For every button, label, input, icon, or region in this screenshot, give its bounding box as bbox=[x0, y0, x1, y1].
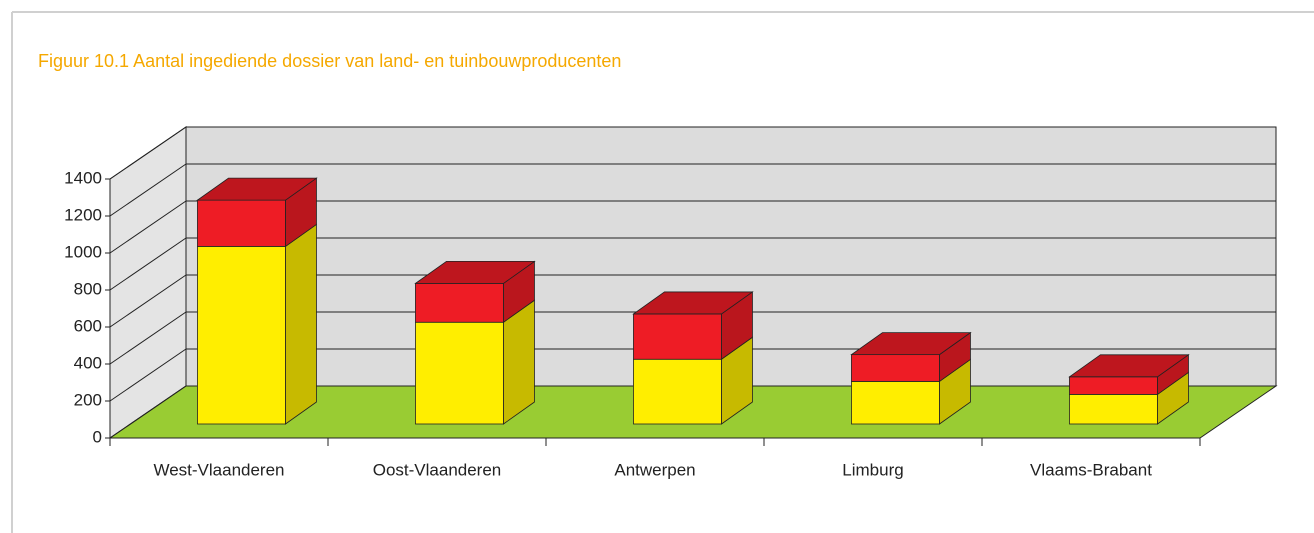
y-tick-label: 600 bbox=[74, 316, 102, 335]
bar-segment bbox=[1069, 376, 1158, 395]
bar-segment bbox=[633, 313, 722, 360]
bar-segment bbox=[197, 245, 286, 425]
bar-segment bbox=[415, 282, 504, 323]
grid-line bbox=[109, 163, 187, 217]
bar-segment bbox=[415, 321, 504, 425]
y-tick-label: 0 bbox=[93, 427, 102, 446]
bar-top bbox=[632, 291, 754, 315]
y-tick-label: 1200 bbox=[64, 205, 102, 224]
bar-top bbox=[414, 260, 536, 284]
bar-segment bbox=[197, 199, 286, 247]
chart-title: Figuur 10.1 Aantal ingediende dossier va… bbox=[38, 51, 621, 71]
y-tick-label: 1400 bbox=[64, 168, 102, 187]
x-tick-label: West-Vlaanderen bbox=[153, 460, 284, 479]
y-tick-label: 200 bbox=[74, 390, 102, 409]
grid-line bbox=[109, 311, 187, 365]
grid-line bbox=[109, 385, 187, 439]
x-tick-label: Oost-Vlaanderen bbox=[373, 460, 502, 479]
bar-top bbox=[196, 177, 318, 201]
y-tick-label: 1000 bbox=[64, 242, 102, 261]
x-tick-label: Vlaams-Brabant bbox=[1030, 460, 1152, 479]
x-tick-label: Antwerpen bbox=[614, 460, 695, 479]
x-tick-label: Limburg bbox=[842, 460, 903, 479]
grid-line bbox=[109, 274, 187, 328]
bar-segment bbox=[1069, 393, 1158, 425]
bar-side bbox=[285, 223, 317, 425]
bar-segment bbox=[851, 381, 940, 425]
grid-line bbox=[109, 200, 187, 254]
grid-line bbox=[109, 126, 187, 180]
bar-segment bbox=[851, 354, 940, 382]
bar-segment bbox=[633, 358, 722, 425]
grid-line bbox=[109, 237, 187, 291]
bar-top bbox=[850, 332, 972, 356]
grid-line bbox=[109, 348, 187, 402]
bar-top bbox=[1068, 354, 1190, 378]
y-tick-label: 800 bbox=[74, 279, 102, 298]
y-tick-label: 400 bbox=[74, 353, 102, 372]
